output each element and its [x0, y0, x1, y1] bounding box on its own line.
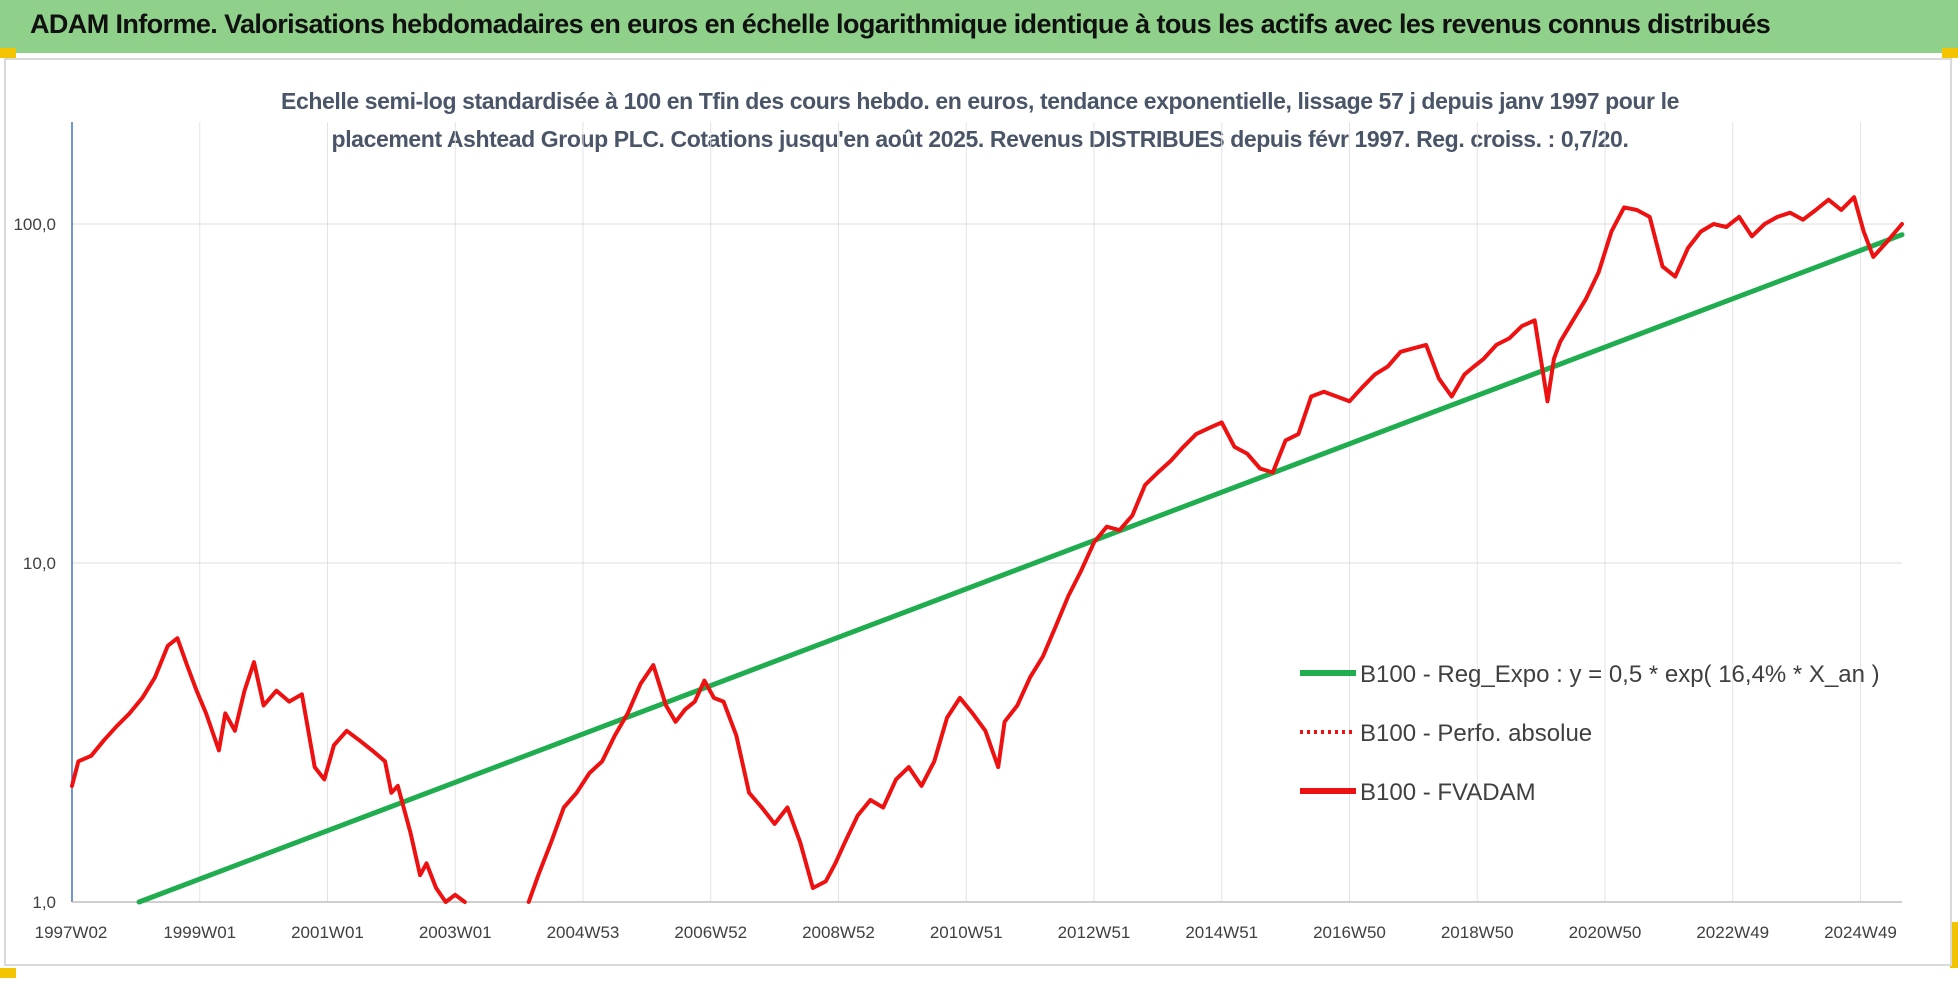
- fvadam-line: [70, 636, 467, 904]
- x-tick-label: 2014W51: [1185, 923, 1258, 942]
- y-tick-label: 100,0: [13, 215, 56, 234]
- x-tick-label: 2018W50: [1441, 923, 1514, 942]
- x-tick-label: 2012W51: [1058, 923, 1131, 942]
- title-banner: ADAM Informe. Valorisations hebdomadaire…: [0, 0, 1958, 53]
- chart-frame: [4, 58, 1952, 966]
- legend: B100 - Reg_Expo : y = 0,5 * exp( 16,4% *…: [1300, 661, 1880, 806]
- x-tick-label: 1997W02: [35, 923, 108, 942]
- legend-item-fvadam-label: B100 - FVADAM: [1360, 779, 1536, 806]
- chart-axes: [71, 122, 1902, 903]
- corner-marker-bottom-left: [0, 968, 16, 978]
- x-tick-label: 2022W49: [1696, 923, 1769, 942]
- legend-item-perfo-label: B100 - Perfo. absolue: [1360, 720, 1592, 747]
- corner-marker-right-edge: [1950, 922, 1958, 968]
- grid-lines: [72, 122, 1902, 903]
- page-title: ADAM Informe. Valorisations hebdomadaire…: [30, 9, 1771, 39]
- tick-labels: 1,0 10,0 100,0 1997W02 1999W01 2001W01 2003W01…: [13, 215, 1896, 942]
- legend-item-trend-label: B100 - Reg_Expo : y = 0,5 * exp( 16,4% *…: [1360, 661, 1880, 688]
- x-tick-label: 1999W01: [163, 923, 236, 942]
- x-tick-label: 2020W50: [1569, 923, 1642, 942]
- corner-marker-top-left: [0, 48, 16, 58]
- x-tick-label: 2003W01: [419, 923, 492, 942]
- x-tick-label: 2024W49: [1824, 923, 1897, 942]
- x-tick-label: 2008W52: [802, 923, 875, 942]
- y-tick-label: 10,0: [23, 554, 56, 573]
- corner-marker-top-right: [1942, 48, 1958, 58]
- chart-title-line-1: Echelle semi-log standardisée à 100 en T…: [281, 88, 1679, 114]
- x-tick-label: 2006W52: [674, 923, 747, 942]
- x-tick-label: 2004W53: [547, 923, 620, 942]
- x-tick-label: 2001W01: [291, 923, 364, 942]
- trend-line: [136, 232, 1905, 905]
- chart-title-line-2: placement Ashtead Group PLC. Cotations j…: [331, 126, 1629, 152]
- x-tick-label: 2016W50: [1313, 923, 1386, 942]
- fvadam-line: [526, 195, 1904, 904]
- series-lines: [70, 195, 1905, 905]
- y-tick-label: 1,0: [32, 893, 56, 912]
- x-tick-label: 2010W51: [930, 923, 1003, 942]
